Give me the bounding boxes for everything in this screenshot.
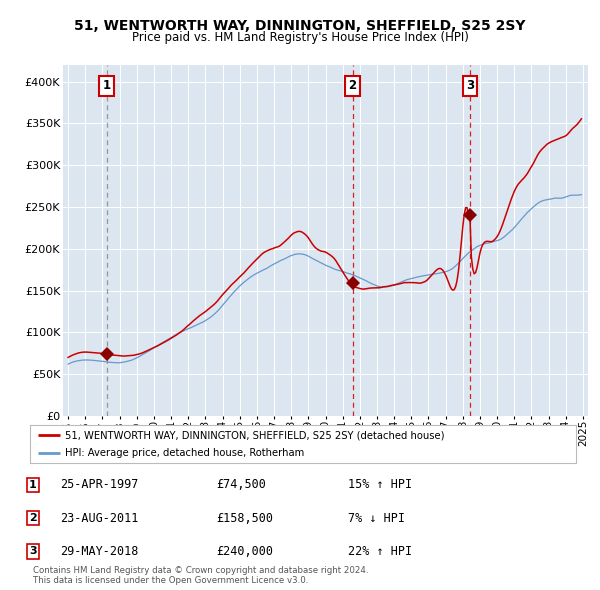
Text: £240,000: £240,000 xyxy=(216,545,273,558)
Text: £74,500: £74,500 xyxy=(216,478,266,491)
Text: 51, WENTWORTH WAY, DINNINGTON, SHEFFIELD, S25 2SY (detached house): 51, WENTWORTH WAY, DINNINGTON, SHEFFIELD… xyxy=(65,430,445,440)
Text: £158,500: £158,500 xyxy=(216,512,273,525)
Text: 1: 1 xyxy=(103,79,111,92)
Text: 2: 2 xyxy=(349,79,357,92)
Text: 29-MAY-2018: 29-MAY-2018 xyxy=(60,545,139,558)
Text: 1: 1 xyxy=(29,480,37,490)
Text: 25-APR-1997: 25-APR-1997 xyxy=(60,478,139,491)
Text: Price paid vs. HM Land Registry's House Price Index (HPI): Price paid vs. HM Land Registry's House … xyxy=(131,31,469,44)
Text: 51, WENTWORTH WAY, DINNINGTON, SHEFFIELD, S25 2SY: 51, WENTWORTH WAY, DINNINGTON, SHEFFIELD… xyxy=(74,19,526,33)
Text: 7% ↓ HPI: 7% ↓ HPI xyxy=(348,512,405,525)
Text: Contains HM Land Registry data © Crown copyright and database right 2024.
This d: Contains HM Land Registry data © Crown c… xyxy=(33,566,368,585)
Text: 22% ↑ HPI: 22% ↑ HPI xyxy=(348,545,412,558)
Text: 23-AUG-2011: 23-AUG-2011 xyxy=(60,512,139,525)
Text: 3: 3 xyxy=(466,79,474,92)
Text: 2: 2 xyxy=(29,513,37,523)
Text: 3: 3 xyxy=(29,546,37,556)
Text: 15% ↑ HPI: 15% ↑ HPI xyxy=(348,478,412,491)
Text: HPI: Average price, detached house, Rotherham: HPI: Average price, detached house, Roth… xyxy=(65,448,305,458)
